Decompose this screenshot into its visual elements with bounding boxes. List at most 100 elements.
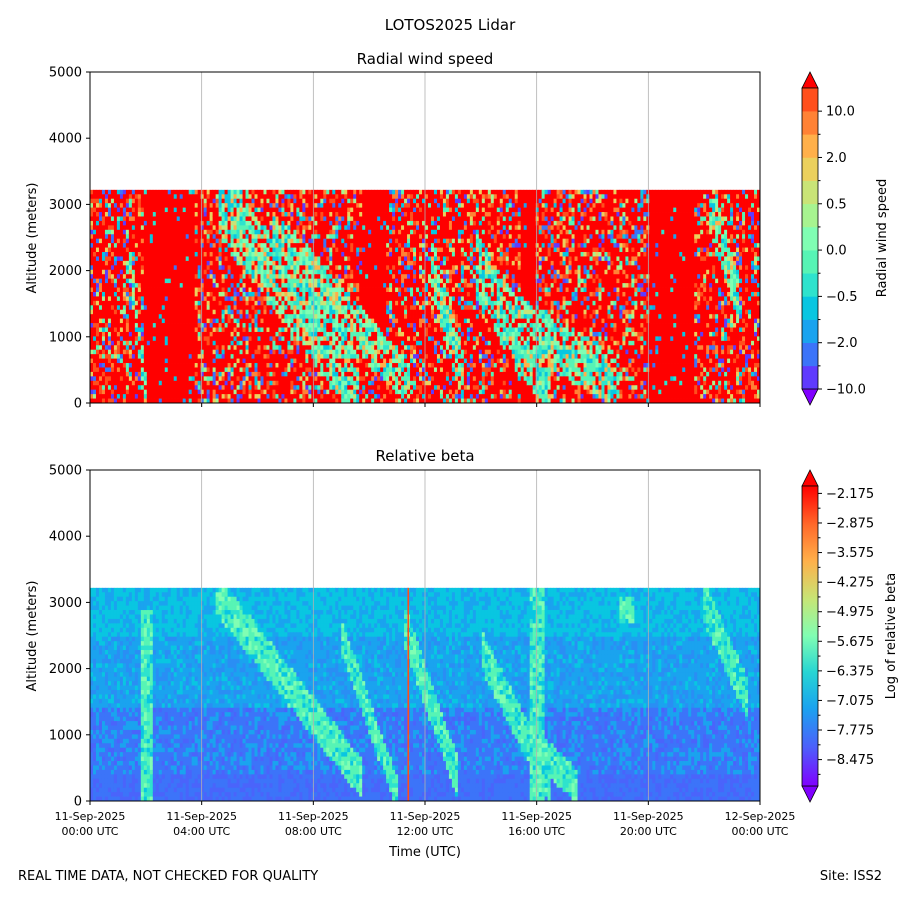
wind-cell (344, 229, 348, 235)
wind-cell (188, 371, 193, 377)
wind-cell (149, 300, 154, 306)
wind-cell (134, 243, 139, 248)
wind-cell (161, 265, 166, 271)
wind-cell (215, 260, 220, 266)
wind-cell (221, 345, 225, 351)
wind-cell (140, 287, 145, 293)
wind-cell (317, 194, 321, 200)
wind-cell (272, 274, 276, 280)
wind-cell (239, 220, 243, 226)
wind-cell (284, 300, 288, 306)
wind-cell (290, 220, 294, 226)
wind-cell (296, 389, 300, 395)
wind-cell (239, 314, 243, 320)
wind-cell (263, 363, 267, 368)
wind-cell (143, 305, 148, 311)
wind-cell (236, 309, 240, 315)
wind-cell (134, 278, 139, 284)
wind-cell (245, 314, 249, 320)
wind-cell (329, 305, 333, 311)
wind-cell (176, 229, 181, 235)
wind-cell (122, 340, 127, 346)
wind-cell (245, 198, 249, 204)
wind-cell (254, 309, 258, 315)
wind-cell (341, 385, 345, 391)
wind-cell (173, 287, 178, 293)
wind-cell (170, 287, 175, 293)
wind-cell (227, 225, 231, 231)
wind-cell (128, 225, 133, 231)
wind-cell (236, 287, 240, 293)
wind-cell (269, 274, 273, 280)
wind-cell (230, 389, 234, 395)
wind-cell (260, 349, 264, 355)
wind-cell (230, 354, 234, 359)
wind-cell (152, 371, 157, 377)
wind-cell (377, 252, 381, 257)
wind-cell (278, 216, 282, 222)
wind-cell (116, 198, 121, 204)
wind-cell (185, 336, 190, 342)
wind-cell (176, 314, 181, 320)
wind-cell (158, 340, 163, 346)
wind-cell (221, 229, 225, 235)
wind-cell (119, 256, 124, 262)
wind-cell (224, 354, 228, 359)
wind-cell (185, 309, 190, 315)
wind-cell (332, 194, 336, 200)
wind-cell (95, 278, 100, 284)
wind-cell (374, 398, 378, 403)
wind-cell (326, 314, 330, 320)
wind-cell (290, 287, 294, 293)
wind-cell (356, 260, 360, 266)
wind-cell (287, 331, 291, 337)
wind-cell (233, 345, 237, 351)
wind-cell (314, 207, 318, 213)
wind-cell (377, 296, 381, 302)
wind-cell (353, 385, 357, 391)
wind-cell (113, 220, 118, 226)
wind-cell (398, 212, 402, 217)
wind-cell (200, 398, 205, 403)
wind-cell (353, 212, 357, 217)
wind-cell (275, 247, 279, 253)
wind-cell (248, 252, 252, 257)
wind-cell (173, 207, 178, 213)
wind-cell (116, 216, 121, 222)
wind-cell (218, 256, 223, 262)
wind-cell (386, 323, 390, 328)
wind-cell (155, 376, 160, 382)
wind-cell (386, 194, 390, 200)
wind-cell (227, 194, 231, 200)
wind-cell (227, 243, 231, 248)
wind-cell (224, 305, 228, 311)
wind-cell (284, 260, 288, 266)
wind-cell (386, 247, 390, 253)
wind-cell (188, 274, 193, 280)
wind-cell (110, 371, 115, 377)
wind-cell (251, 194, 255, 200)
wind-cell (350, 189, 354, 195)
wind-cell (179, 278, 184, 284)
wind-cell (359, 345, 363, 351)
wind-cell (386, 189, 390, 195)
wind-cell (299, 389, 303, 395)
wind-cell (203, 300, 208, 306)
wind-cell (308, 203, 312, 208)
wind-cell (131, 207, 136, 213)
wind-cell (308, 345, 312, 351)
wind-cell (119, 203, 124, 208)
wind-cell (290, 283, 294, 288)
wind-cell (98, 296, 103, 302)
wind-cell (389, 216, 393, 222)
wind-cell (152, 314, 157, 320)
wind-cell (251, 340, 255, 346)
wind-cell (209, 216, 214, 222)
wind-cell (380, 212, 384, 217)
wind-cell (260, 238, 264, 244)
wind-cell (182, 309, 187, 315)
wind-cell (323, 296, 327, 302)
wind-cell (92, 243, 97, 248)
wind-cell (236, 394, 240, 399)
wind-cell (107, 318, 112, 324)
